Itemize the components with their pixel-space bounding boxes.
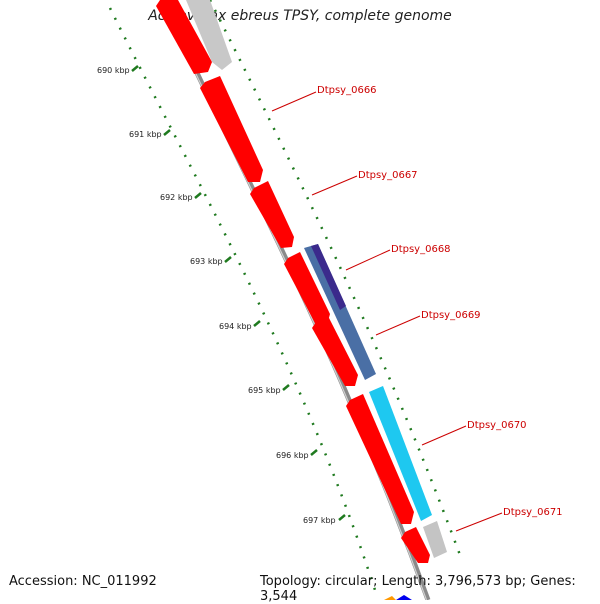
- gene-arrow-icon[interactable]: [200, 76, 263, 182]
- ruler-label: 694 kbp: [219, 322, 252, 331]
- ruler-label: 692 kbp: [160, 193, 193, 202]
- ruler-major-ticks: [131, 65, 346, 521]
- outer-ruler: [208, 0, 462, 556]
- gene-label-dtpsy-0670[interactable]: Dtpsy_0670: [467, 420, 527, 431]
- gene-leader-line: [375, 315, 421, 336]
- ruler-tick: [194, 192, 202, 199]
- ruler-tick: [338, 514, 346, 521]
- gene-label-dtpsy-0669[interactable]: Dtpsy_0669: [421, 310, 481, 321]
- ruler-tick: [310, 449, 318, 456]
- ruler-tick: [224, 256, 232, 263]
- gene-arrow-icon[interactable]: [156, 0, 212, 74]
- feature-track: [186, 0, 447, 558]
- ruler-tick: [163, 129, 171, 136]
- ruler-tick: [253, 320, 261, 327]
- gene-arrow-icon[interactable]: [311, 244, 346, 310]
- ruler-label: 693 kbp: [190, 257, 223, 266]
- gene-label-dtpsy-0671[interactable]: Dtpsy_0671: [503, 507, 563, 518]
- ruler-tick: [282, 384, 290, 391]
- gene-leader-line: [421, 425, 467, 446]
- gene-arrow-icon[interactable]: [186, 0, 232, 70]
- gene-label-dtpsy-0668[interactable]: Dtpsy_0668: [391, 244, 451, 255]
- ruler-label: 697 kbp: [303, 516, 336, 525]
- ruler-labels: 690 kbp 691 kbp 692 kbp 693 kbp 694 kbp …: [97, 66, 336, 525]
- gene-arrow-icon[interactable]: [401, 527, 430, 563]
- position-ruler: [108, 7, 377, 591]
- gene-label-dtpsy-0666[interactable]: Dtpsy_0666: [317, 85, 377, 96]
- gene-labels: [271, 91, 503, 532]
- gene-label-dtpsy-0667[interactable]: Dtpsy_0667: [358, 170, 418, 181]
- ruler-label: 690 kbp: [97, 66, 130, 75]
- gene-arrow-icon[interactable]: [346, 394, 414, 524]
- gene-arrow-icon[interactable]: [423, 521, 447, 558]
- offscreen-feature-hint: [384, 595, 412, 600]
- gene-leader-line: [271, 91, 317, 112]
- gene-leader-line: [455, 512, 503, 532]
- ruler-tick: [131, 65, 139, 72]
- gene-arrow-icon[interactable]: [369, 386, 432, 521]
- gene-arrow-icon[interactable]: [304, 244, 376, 380]
- gene-leader-line: [345, 249, 391, 271]
- gene-leader-line: [311, 175, 358, 196]
- cds-track: [156, 0, 430, 563]
- gene-arrow-icon[interactable]: [250, 181, 294, 248]
- gene-arrow-icon[interactable]: [284, 252, 330, 325]
- ruler-label: 691 kbp: [129, 130, 162, 139]
- map-title: Acidovorax ebreus TPSY, complete genome: [148, 8, 452, 24]
- gene-label-texts: Dtpsy_0666 Dtpsy_0667 Dtpsy_0668 Dtpsy_0…: [317, 85, 563, 518]
- gene-arrow-icon[interactable]: [312, 316, 358, 386]
- ruler-label: 696 kbp: [276, 451, 309, 460]
- accession-text: Accession: NC_011992: [9, 574, 157, 589]
- ruler-label: 695 kbp: [248, 386, 281, 395]
